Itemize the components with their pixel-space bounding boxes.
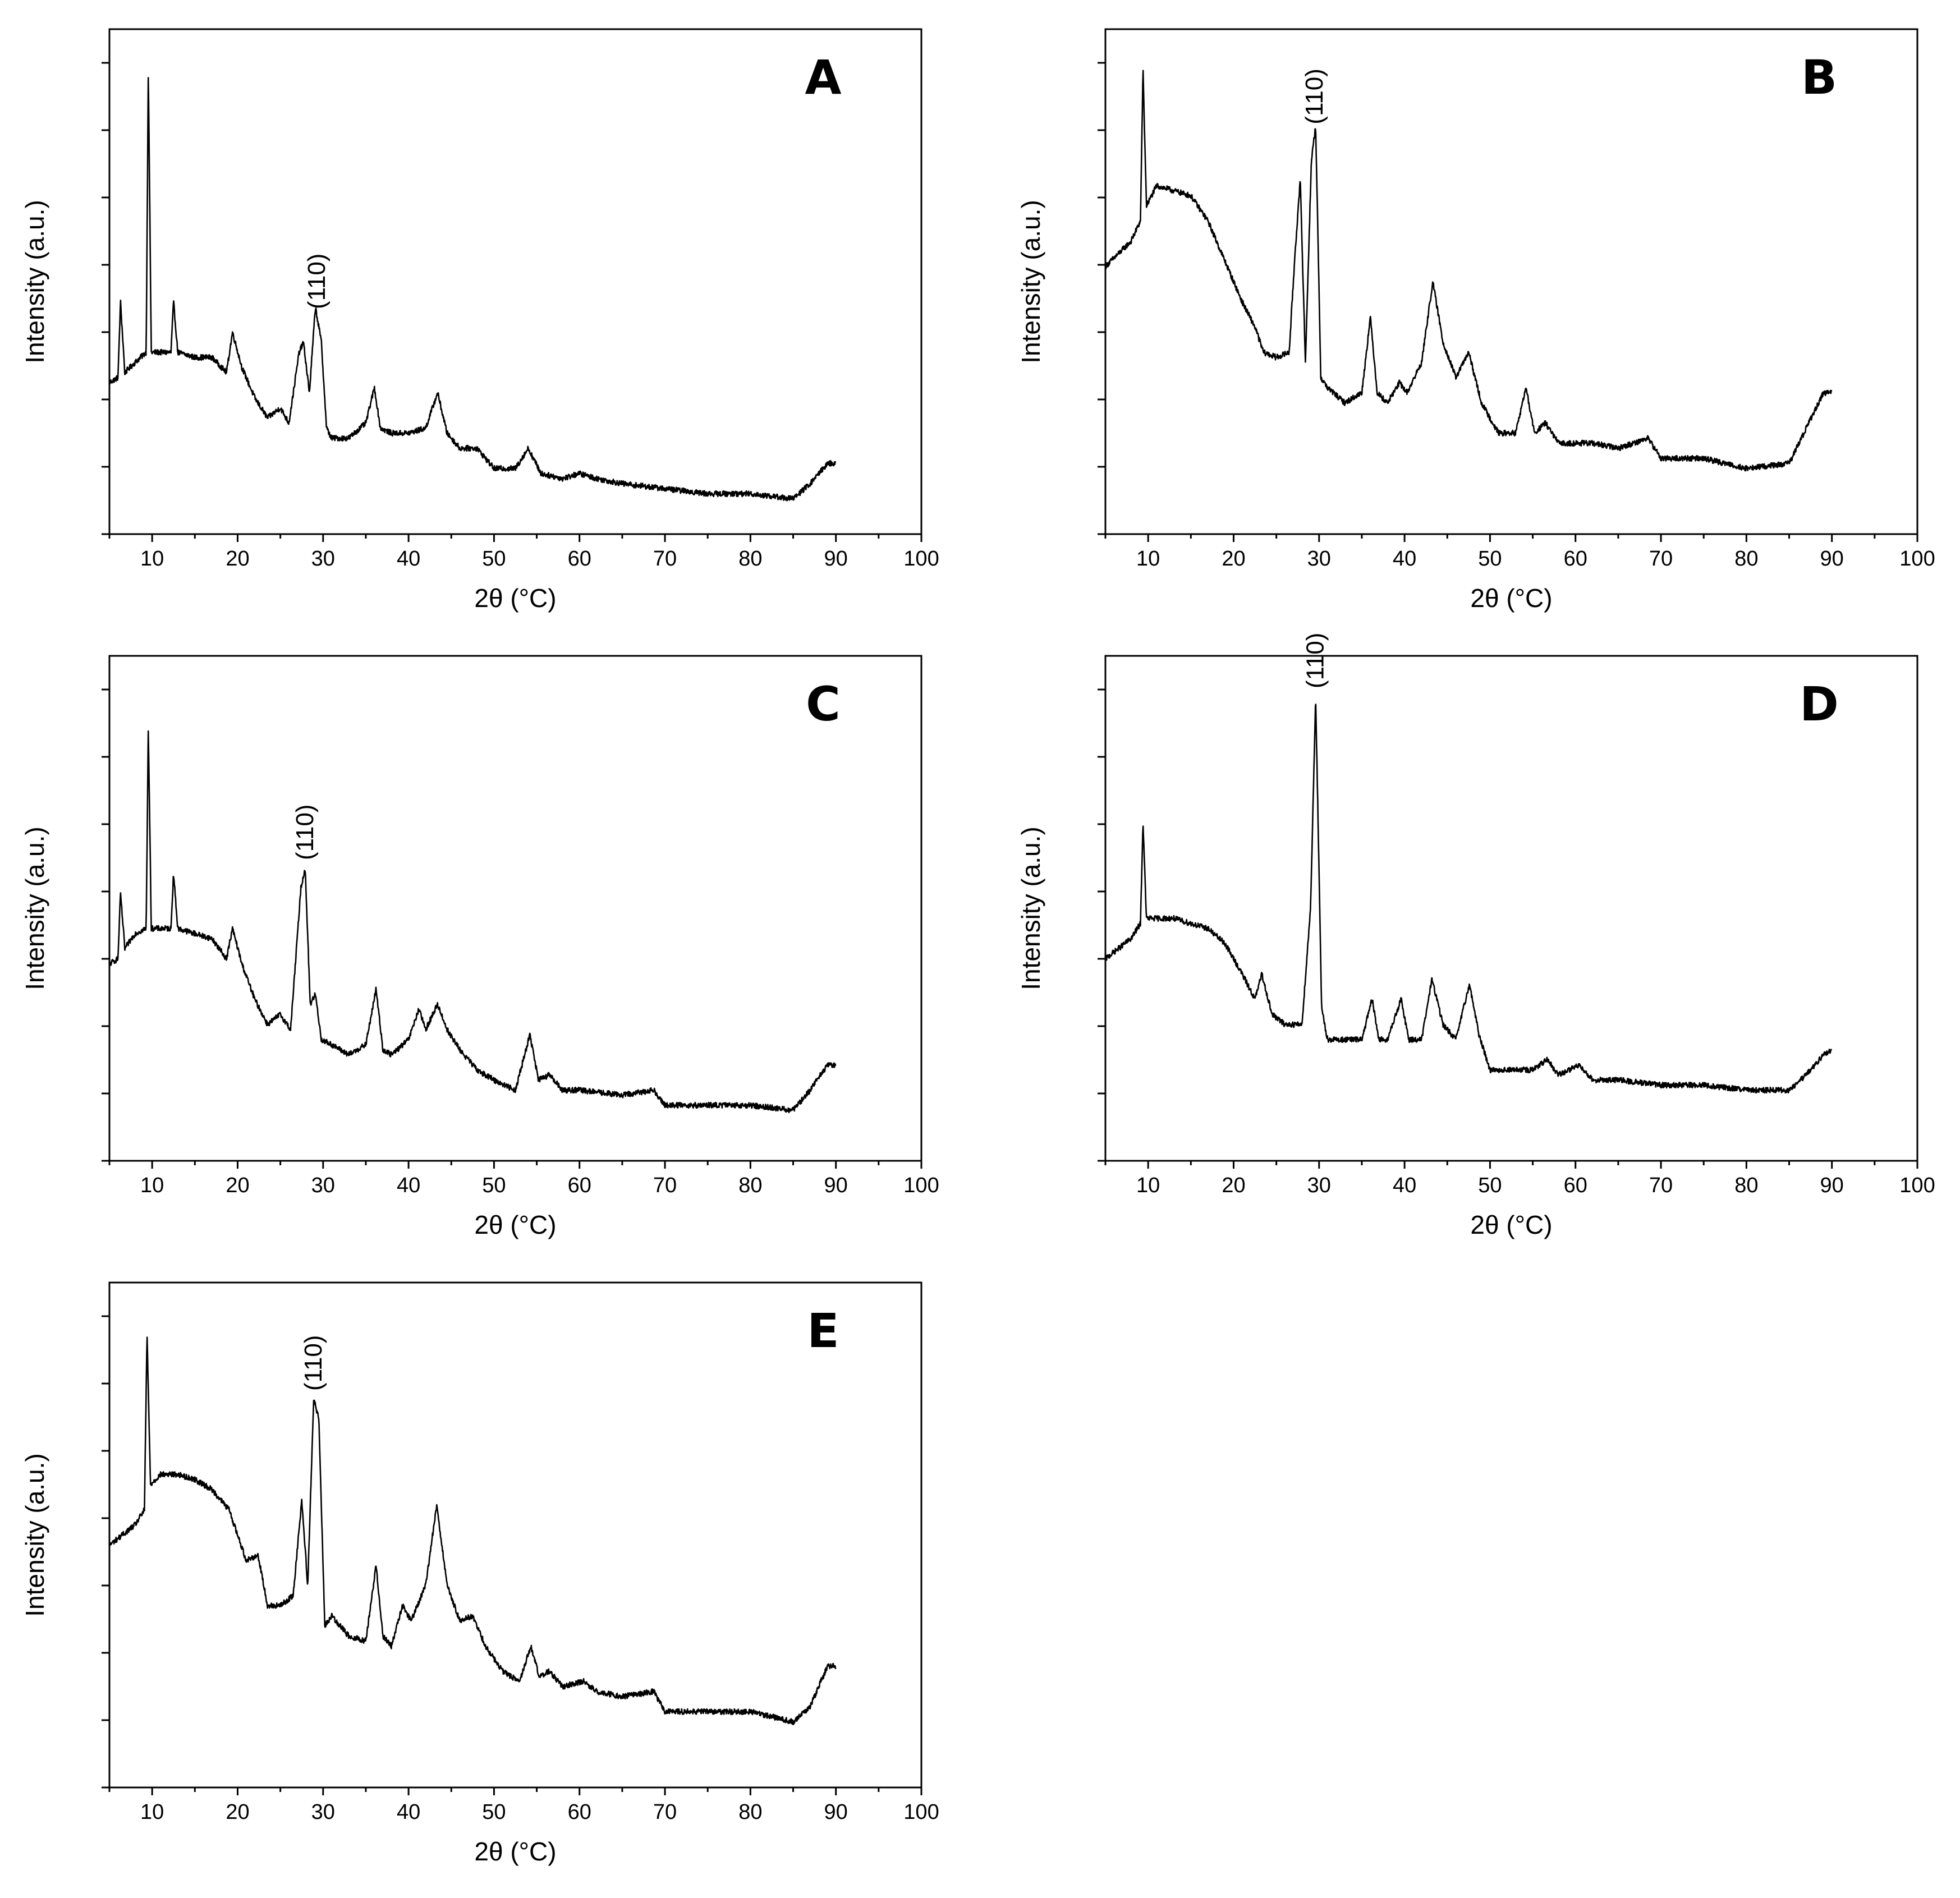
peak-annotation: (110) (300, 1335, 327, 1391)
x-tick-label: 20 (1222, 547, 1245, 571)
x-axis-label: 2θ (°C) (1470, 583, 1552, 613)
x-tick-label: 40 (1393, 547, 1416, 571)
xrd-trace-E (108, 1336, 837, 1726)
x-tick-label: 50 (1478, 547, 1502, 571)
panel-letter: C (806, 677, 841, 732)
x-tick-label: 70 (1649, 1174, 1673, 1197)
xrd-trace-C (109, 730, 837, 1114)
peak-annotation: (110) (303, 254, 331, 309)
chart-svg: 10 20 30 40 50 60 70 80 90 100 2θ (°C) Intensity (a… (20, 28, 939, 613)
y-axis-label: Intensity (a.u.) (20, 826, 49, 990)
x-tick-label: 90 (824, 1174, 848, 1197)
chart-svg: 10 20 30 40 50 60 70 80 90 100 2θ (°C) Intensity (a… (1016, 633, 1935, 1239)
peak-annotation: (110) (291, 805, 319, 860)
chart-svg: 10 20 30 40 50 60 70 80 90 100 2θ (°C) Intensity (a… (1016, 28, 1935, 613)
x-tick-label: 100 (1899, 547, 1935, 571)
panel-letter: B (1801, 50, 1837, 105)
x-tick-label: 70 (1649, 547, 1673, 571)
x-tick-label: 80 (738, 1174, 762, 1197)
plot-frame (108, 1281, 922, 1789)
x-tick-label: 90 (824, 1800, 848, 1824)
panel-letter: A (805, 50, 841, 105)
chart-panel-C: 10 20 30 40 50 60 70 80 90 100 2θ (°C) Intensity (a… (0, 627, 980, 1255)
x-tick-label: 70 (653, 547, 677, 571)
y-axis-label: Intensity (a.u.) (20, 200, 49, 363)
x-tick-label: 90 (1820, 1174, 1844, 1197)
x-tick-label: 40 (1393, 1174, 1416, 1197)
x-tick-label: 30 (311, 1800, 335, 1824)
y-axis-label: Intensity (a.u.) (1016, 826, 1045, 990)
chart-panel-E: 10 20 30 40 50 60 70 80 90 100 2θ (°C) Intensity (a… (0, 1253, 980, 1882)
y-axis-label: Intensity (a.u.) (20, 1453, 49, 1616)
x-tick-label: 90 (824, 547, 848, 571)
x-tick-label: 40 (397, 1174, 420, 1197)
x-axis-label: 2θ (°C) (474, 1837, 556, 1866)
x-tick-label: 80 (738, 547, 762, 571)
x-tick-label: 100 (903, 1174, 939, 1197)
x-tick-label: 20 (226, 547, 249, 571)
x-tick-label: 60 (568, 547, 591, 571)
chart-panel-A: 10 20 30 40 50 60 70 80 90 100 2θ (°C) Intensity (a… (0, 0, 980, 628)
xrd-trace-A (108, 77, 837, 502)
panel-letter: E (807, 1303, 839, 1358)
plot-frame (1104, 655, 1918, 1162)
chart-svg: 10 20 30 40 50 60 70 80 90 100 2θ (°C) Intensity (a… (20, 655, 939, 1239)
x-tick-label: 10 (140, 1174, 164, 1197)
x-tick-label: 50 (482, 547, 506, 571)
x-tick-label: 80 (1734, 547, 1758, 571)
chart-svg: 10 20 30 40 50 60 70 80 90 100 2θ (°C) Intensity (a… (20, 1281, 939, 1866)
x-tick-label: 60 (568, 1800, 591, 1824)
x-tick-label: 10 (140, 1800, 164, 1824)
x-tick-label: 40 (397, 547, 420, 571)
x-tick-label: 50 (482, 1174, 506, 1197)
x-tick-label: 60 (568, 1174, 591, 1197)
plot-frame (108, 28, 922, 535)
peak-annotation: (110) (1302, 633, 1329, 688)
panel-letter: D (1800, 677, 1839, 732)
x-tick-label: 60 (1564, 547, 1587, 571)
chart-panel-B: 10 20 30 40 50 60 70 80 90 100 2θ (°C) Intensity (a… (996, 0, 1960, 628)
x-tick-label: 40 (397, 1800, 420, 1824)
x-tick-label: 10 (140, 547, 164, 571)
chart-panel-D: 10 20 30 40 50 60 70 80 90 100 2θ (°C) Intensity (a… (996, 627, 1960, 1255)
peak-annotation: (110) (1301, 68, 1328, 124)
x-tick-label: 50 (482, 1800, 506, 1824)
x-tick-label: 100 (903, 1800, 939, 1824)
xrd-trace-B (1104, 70, 1833, 472)
x-tick-label: 30 (311, 547, 335, 571)
x-tick-label: 80 (1734, 1174, 1758, 1197)
y-axis-label: Intensity (a.u.) (1016, 200, 1045, 363)
x-tick-label: 60 (1564, 1174, 1587, 1197)
x-tick-label: 90 (1820, 547, 1844, 571)
x-tick-label: 20 (226, 1800, 249, 1824)
x-tick-label: 80 (738, 1800, 762, 1824)
x-tick-label: 100 (903, 547, 939, 571)
xrd-trace-D (1104, 704, 1833, 1094)
x-axis-label: 2θ (°C) (474, 583, 556, 613)
x-axis-label: 2θ (°C) (1470, 1210, 1552, 1239)
x-tick-label: 100 (1899, 1174, 1935, 1197)
x-tick-label: 30 (311, 1174, 335, 1197)
x-tick-label: 30 (1307, 547, 1331, 571)
x-tick-label: 50 (1478, 1174, 1502, 1197)
plot-frame (108, 655, 922, 1162)
x-tick-label: 10 (1136, 1174, 1160, 1197)
x-tick-label: 30 (1307, 1174, 1331, 1197)
x-tick-label: 70 (653, 1174, 677, 1197)
plot-frame (1104, 28, 1918, 535)
x-tick-label: 20 (1222, 1174, 1245, 1197)
x-tick-label: 20 (226, 1174, 249, 1197)
x-axis-label: 2θ (°C) (474, 1210, 556, 1239)
x-tick-label: 10 (1136, 547, 1160, 571)
x-tick-label: 70 (653, 1800, 677, 1824)
